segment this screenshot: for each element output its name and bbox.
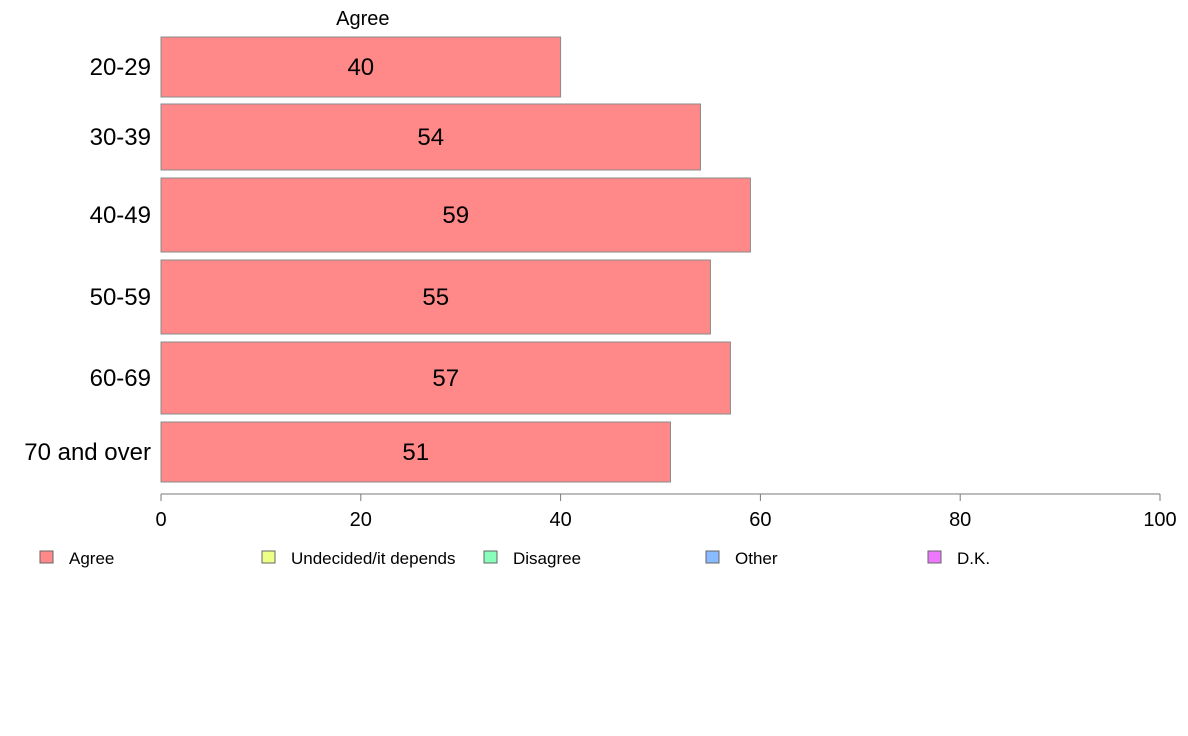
legend-label: Other	[735, 549, 778, 568]
bar-value-label: 40	[347, 54, 374, 81]
category-label: 50-59	[90, 284, 151, 311]
legend-label: Undecided/it depends	[291, 549, 455, 568]
category-label: 40-49	[90, 202, 151, 229]
legend: Agree Undecided/it depends Disagree Other D.…	[39, 549, 990, 568]
bar-value-label: 55	[422, 284, 449, 311]
bar-value-label: 57	[432, 365, 459, 392]
legend-item: Agree	[39, 549, 114, 568]
bar-segment	[160, 177, 751, 253]
bar-value-label: 59	[442, 202, 469, 229]
x-tick-label: 60	[749, 509, 771, 531]
x-axis: 0 20 40 60 80 100	[155, 493, 1177, 531]
x-tick-label: 0	[155, 509, 166, 531]
legend-swatch	[927, 550, 942, 564]
bars-group: 20-29 40 30-39 54 40-49 59 50-59 55 60-69 57 70 an…	[24, 36, 751, 483]
x-tick-label: 80	[949, 509, 971, 531]
legend-swatch	[705, 550, 720, 564]
series-heading: Agree	[336, 8, 389, 30]
legend-swatch	[261, 550, 276, 564]
legend-item: Undecided/it depends	[261, 549, 455, 568]
bar-value-label: 54	[417, 124, 444, 151]
category-label: 30-39	[90, 124, 151, 151]
x-tick-label: 100	[1143, 509, 1176, 531]
legend-item: Disagree	[483, 549, 581, 568]
x-tick-label: 40	[549, 509, 571, 531]
x-tick-label: 20	[350, 509, 372, 531]
bar-value-label: 51	[402, 439, 429, 466]
bar-segment	[160, 259, 711, 335]
bar-segment	[160, 341, 731, 415]
legend-label: Agree	[69, 549, 114, 568]
bar-segment	[160, 103, 701, 171]
legend-item: D.K.	[927, 549, 990, 568]
bar-segment	[160, 421, 671, 483]
category-label: 60-69	[90, 365, 151, 392]
legend-item: Other	[705, 549, 778, 568]
legend-swatch	[39, 550, 54, 564]
bar-segment	[160, 36, 562, 98]
category-label: 70 and over	[24, 439, 151, 466]
legend-label: Disagree	[513, 549, 581, 568]
legend-label: D.K.	[957, 549, 990, 568]
legend-swatch	[483, 550, 498, 564]
category-label: 20-29	[90, 54, 151, 81]
